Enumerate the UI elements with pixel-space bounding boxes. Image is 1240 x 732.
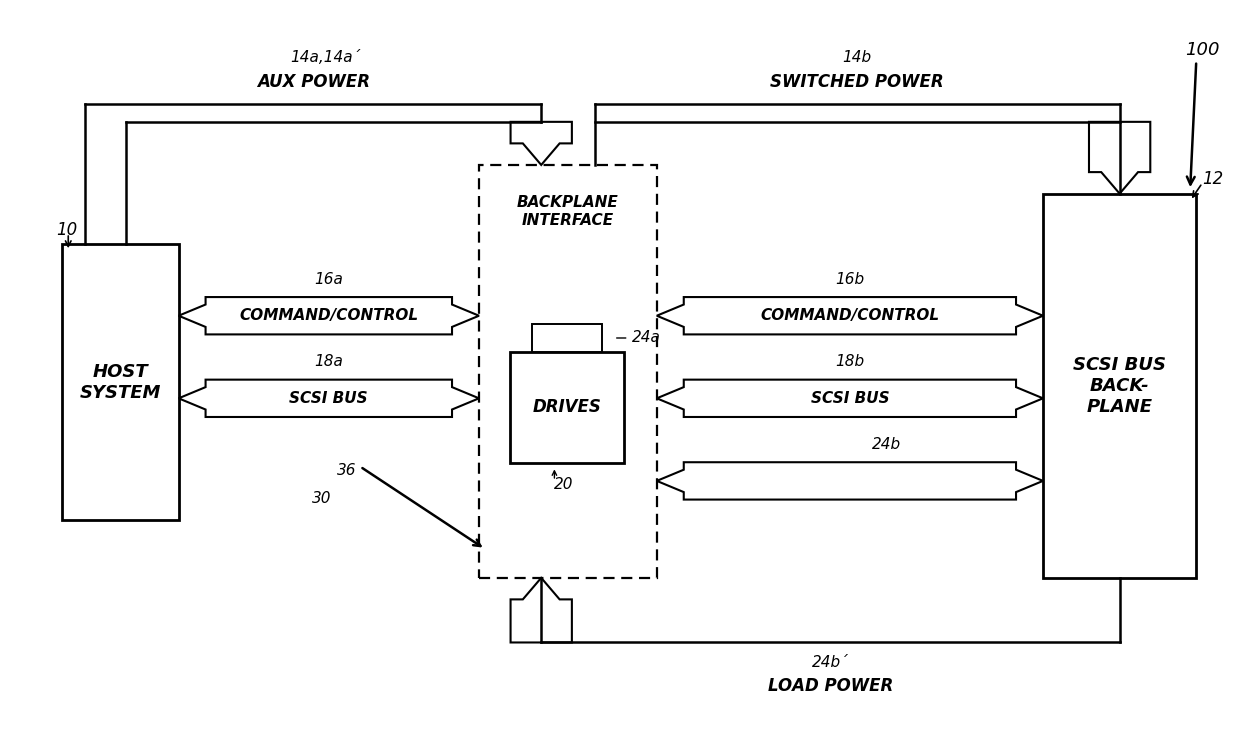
Text: SWITCHED POWER: SWITCHED POWER (770, 73, 944, 92)
Text: BACKPLANE
INTERFACE: BACKPLANE INTERFACE (517, 195, 619, 228)
Text: 16b: 16b (836, 272, 864, 287)
Polygon shape (657, 380, 1043, 417)
Text: LOAD POWER: LOAD POWER (768, 676, 893, 695)
Text: 14b: 14b (842, 50, 872, 64)
Text: COMMAND/CONTROL: COMMAND/CONTROL (239, 308, 418, 324)
Text: SCSI BUS: SCSI BUS (811, 391, 889, 406)
Bar (479, 165, 657, 578)
Polygon shape (657, 462, 1043, 499)
Text: COMMAND/CONTROL: COMMAND/CONTROL (760, 308, 940, 324)
Bar (62, 244, 179, 520)
Polygon shape (511, 578, 572, 643)
Text: 12: 12 (1203, 171, 1224, 188)
Text: 36: 36 (337, 463, 356, 477)
Text: 14a,14a´: 14a,14a´ (290, 50, 361, 64)
Text: 16a: 16a (315, 272, 343, 287)
Polygon shape (511, 122, 572, 165)
Text: 18a: 18a (315, 354, 343, 369)
Text: 10: 10 (56, 220, 77, 239)
Text: DRIVES: DRIVES (532, 398, 601, 417)
Bar (532, 324, 601, 351)
Polygon shape (179, 297, 479, 335)
Polygon shape (657, 297, 1043, 335)
Text: 30: 30 (312, 491, 332, 507)
Text: SCSI BUS
BACK-
PLANE: SCSI BUS BACK- PLANE (1073, 356, 1166, 416)
Bar (510, 351, 624, 463)
Bar (1043, 194, 1197, 578)
Text: 24a: 24a (632, 330, 661, 346)
Text: 100: 100 (1185, 41, 1220, 59)
Text: HOST
SYSTEM: HOST SYSTEM (79, 363, 161, 402)
Text: 24b: 24b (872, 437, 901, 452)
Text: 18b: 18b (836, 354, 864, 369)
Text: SCSI BUS: SCSI BUS (289, 391, 368, 406)
Text: 24b´: 24b´ (812, 655, 849, 670)
Text: AUX POWER: AUX POWER (257, 73, 370, 92)
Polygon shape (179, 380, 479, 417)
Text: 20: 20 (554, 477, 574, 492)
Polygon shape (1089, 122, 1151, 194)
